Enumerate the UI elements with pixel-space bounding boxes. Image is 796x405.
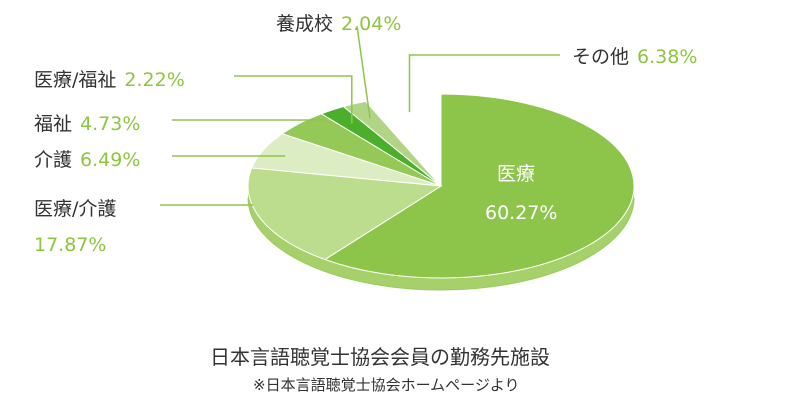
chart-note: ※日本言語聴覚士協会ホームページより [253,376,520,394]
leader-line-6 [408,54,560,113]
pie-slice-0 [323,93,635,279]
slice-label-iryo-kaigo: 医療/介護 [34,198,116,220]
pie-slice-1 [247,167,443,261]
slice-label-sonota: その他 6.38% [572,46,697,68]
slice-label-yoseiko: 養成校 2.04% [276,13,401,35]
leader-line-4 [234,75,353,124]
slice-value-iryo-kaigo: 17.87% [34,234,106,256]
pie-depth-edge [247,186,635,291]
slice-label-fukushi: 福祉 4.73% [34,113,140,135]
pie-depth-outline [247,197,635,291]
pie-slices [247,93,635,279]
chart-title: 日本言語聴覚士協会会員の勤務先施設 [210,345,550,369]
slice-value-iryo: 60.27% [485,202,557,224]
leader-line-5 [356,25,371,119]
slice-label-iryo-fukushi: 医療/福祉 2.22% [34,69,185,91]
pie-slice-6 [364,93,442,188]
slice-label-kaigo: 介護 6.49% [34,149,140,171]
leader-lines [160,25,560,206]
slice-label-iryo: 医療 [497,163,535,185]
